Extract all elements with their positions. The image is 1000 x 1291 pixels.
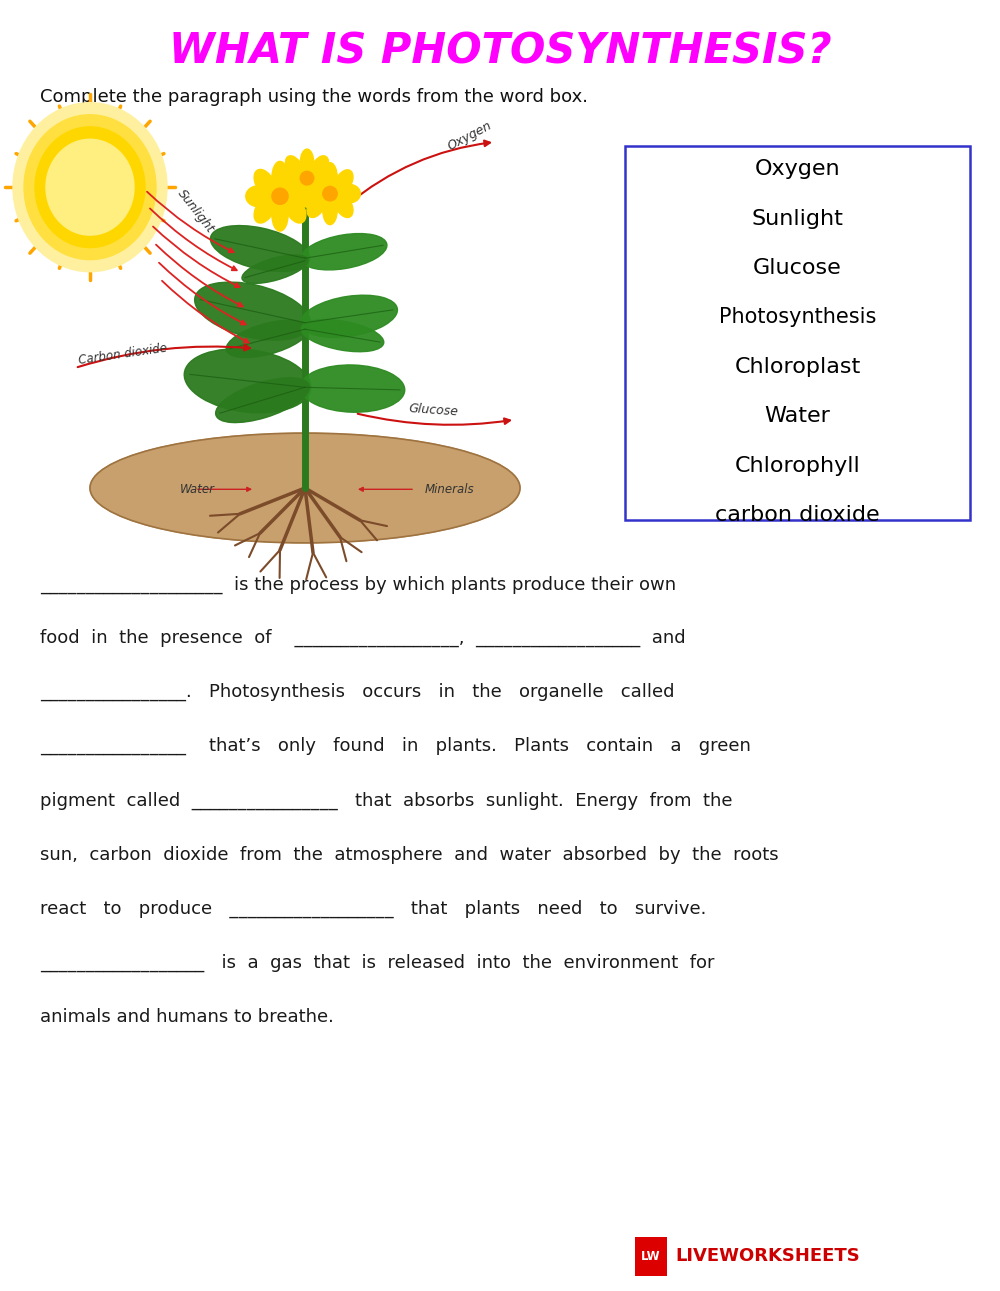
- Ellipse shape: [301, 320, 384, 351]
- Text: animals and humans to breathe.: animals and humans to breathe.: [40, 1008, 334, 1026]
- Text: Carbon dioxide: Carbon dioxide: [78, 342, 168, 367]
- Ellipse shape: [285, 196, 306, 223]
- Ellipse shape: [307, 194, 326, 217]
- Text: ________________    that’s   only   found   in   plants.   Plants   contain   a : ________________ that’s only found in pl…: [40, 737, 751, 755]
- Text: Complete the paragraph using the words from the word box.: Complete the paragraph using the words f…: [40, 88, 588, 106]
- Ellipse shape: [301, 296, 397, 337]
- Text: Oxygen: Oxygen: [445, 119, 494, 152]
- Text: Sunlight: Sunlight: [175, 187, 217, 235]
- Ellipse shape: [285, 156, 303, 178]
- Text: Glucose: Glucose: [408, 403, 459, 418]
- Ellipse shape: [300, 365, 405, 412]
- Text: carbon dioxide: carbon dioxide: [715, 505, 880, 525]
- FancyBboxPatch shape: [635, 1237, 667, 1276]
- Ellipse shape: [311, 156, 329, 178]
- Ellipse shape: [334, 170, 353, 194]
- Text: Photosynthesis: Photosynthesis: [719, 307, 876, 328]
- Ellipse shape: [272, 161, 288, 194]
- Ellipse shape: [216, 378, 309, 422]
- Ellipse shape: [278, 169, 300, 187]
- Ellipse shape: [252, 187, 308, 210]
- Ellipse shape: [285, 169, 306, 196]
- Text: Chlorophyll: Chlorophyll: [735, 456, 860, 475]
- Ellipse shape: [334, 194, 353, 217]
- Ellipse shape: [311, 178, 329, 200]
- Text: react   to   produce   __________________   that   plants   need   to   survive.: react to produce __________________ that…: [40, 900, 706, 918]
- Ellipse shape: [300, 148, 314, 176]
- Ellipse shape: [314, 169, 336, 187]
- Ellipse shape: [323, 163, 337, 191]
- Text: sun,  carbon  dioxide  from  the  atmosphere  and  water  absorbed  by  the  roo: sun, carbon dioxide from the atmosphere …: [40, 846, 779, 864]
- Ellipse shape: [338, 185, 360, 203]
- Text: food  in  the  presence  of    __________________,  __________________  and: food in the presence of ________________…: [40, 629, 686, 647]
- Ellipse shape: [242, 254, 308, 284]
- Ellipse shape: [300, 181, 314, 207]
- Ellipse shape: [289, 186, 314, 207]
- Ellipse shape: [323, 186, 337, 201]
- Text: WHAT IS PHOTOSYNTHESIS?: WHAT IS PHOTOSYNTHESIS?: [169, 31, 831, 72]
- Ellipse shape: [210, 226, 310, 271]
- Text: Glucose: Glucose: [753, 258, 842, 278]
- Text: ____________________  is the process by which plants produce their own: ____________________ is the process by w…: [40, 576, 676, 594]
- Ellipse shape: [307, 170, 326, 194]
- Ellipse shape: [35, 127, 145, 248]
- Ellipse shape: [254, 196, 275, 223]
- Ellipse shape: [300, 172, 314, 185]
- Text: Water: Water: [765, 407, 830, 426]
- Text: Chloroplast: Chloroplast: [734, 356, 861, 377]
- Ellipse shape: [300, 185, 322, 203]
- Ellipse shape: [323, 196, 337, 225]
- Ellipse shape: [272, 199, 288, 231]
- Ellipse shape: [301, 234, 387, 270]
- Text: ________________.   Photosynthesis   occurs   in   the   organelle   called: ________________. Photosynthesis occurs …: [40, 683, 674, 701]
- Text: Oxygen: Oxygen: [755, 159, 840, 179]
- Text: pigment  called  ________________   that  absorbs  sunlight.  Energy  from  the: pigment called ________________ that abs…: [40, 791, 732, 809]
- Text: LW: LW: [641, 1250, 661, 1263]
- Ellipse shape: [246, 186, 271, 207]
- Ellipse shape: [184, 349, 311, 413]
- Text: Sunlight: Sunlight: [752, 209, 843, 229]
- Ellipse shape: [285, 178, 303, 200]
- Text: Minerals: Minerals: [425, 483, 475, 496]
- Ellipse shape: [46, 139, 134, 235]
- Ellipse shape: [195, 281, 310, 341]
- Ellipse shape: [90, 432, 520, 544]
- Ellipse shape: [13, 103, 167, 271]
- Ellipse shape: [254, 169, 275, 196]
- Text: Water: Water: [180, 483, 215, 496]
- Ellipse shape: [302, 191, 358, 212]
- Text: LIVEWORKSHEETS: LIVEWORKSHEETS: [675, 1247, 860, 1265]
- Ellipse shape: [24, 115, 156, 259]
- Text: __________________   is  a  gas  that  is  released  into  the  environment  for: __________________ is a gas that is rele…: [40, 954, 714, 972]
- Ellipse shape: [272, 188, 288, 204]
- Ellipse shape: [226, 320, 309, 358]
- FancyBboxPatch shape: [625, 146, 970, 520]
